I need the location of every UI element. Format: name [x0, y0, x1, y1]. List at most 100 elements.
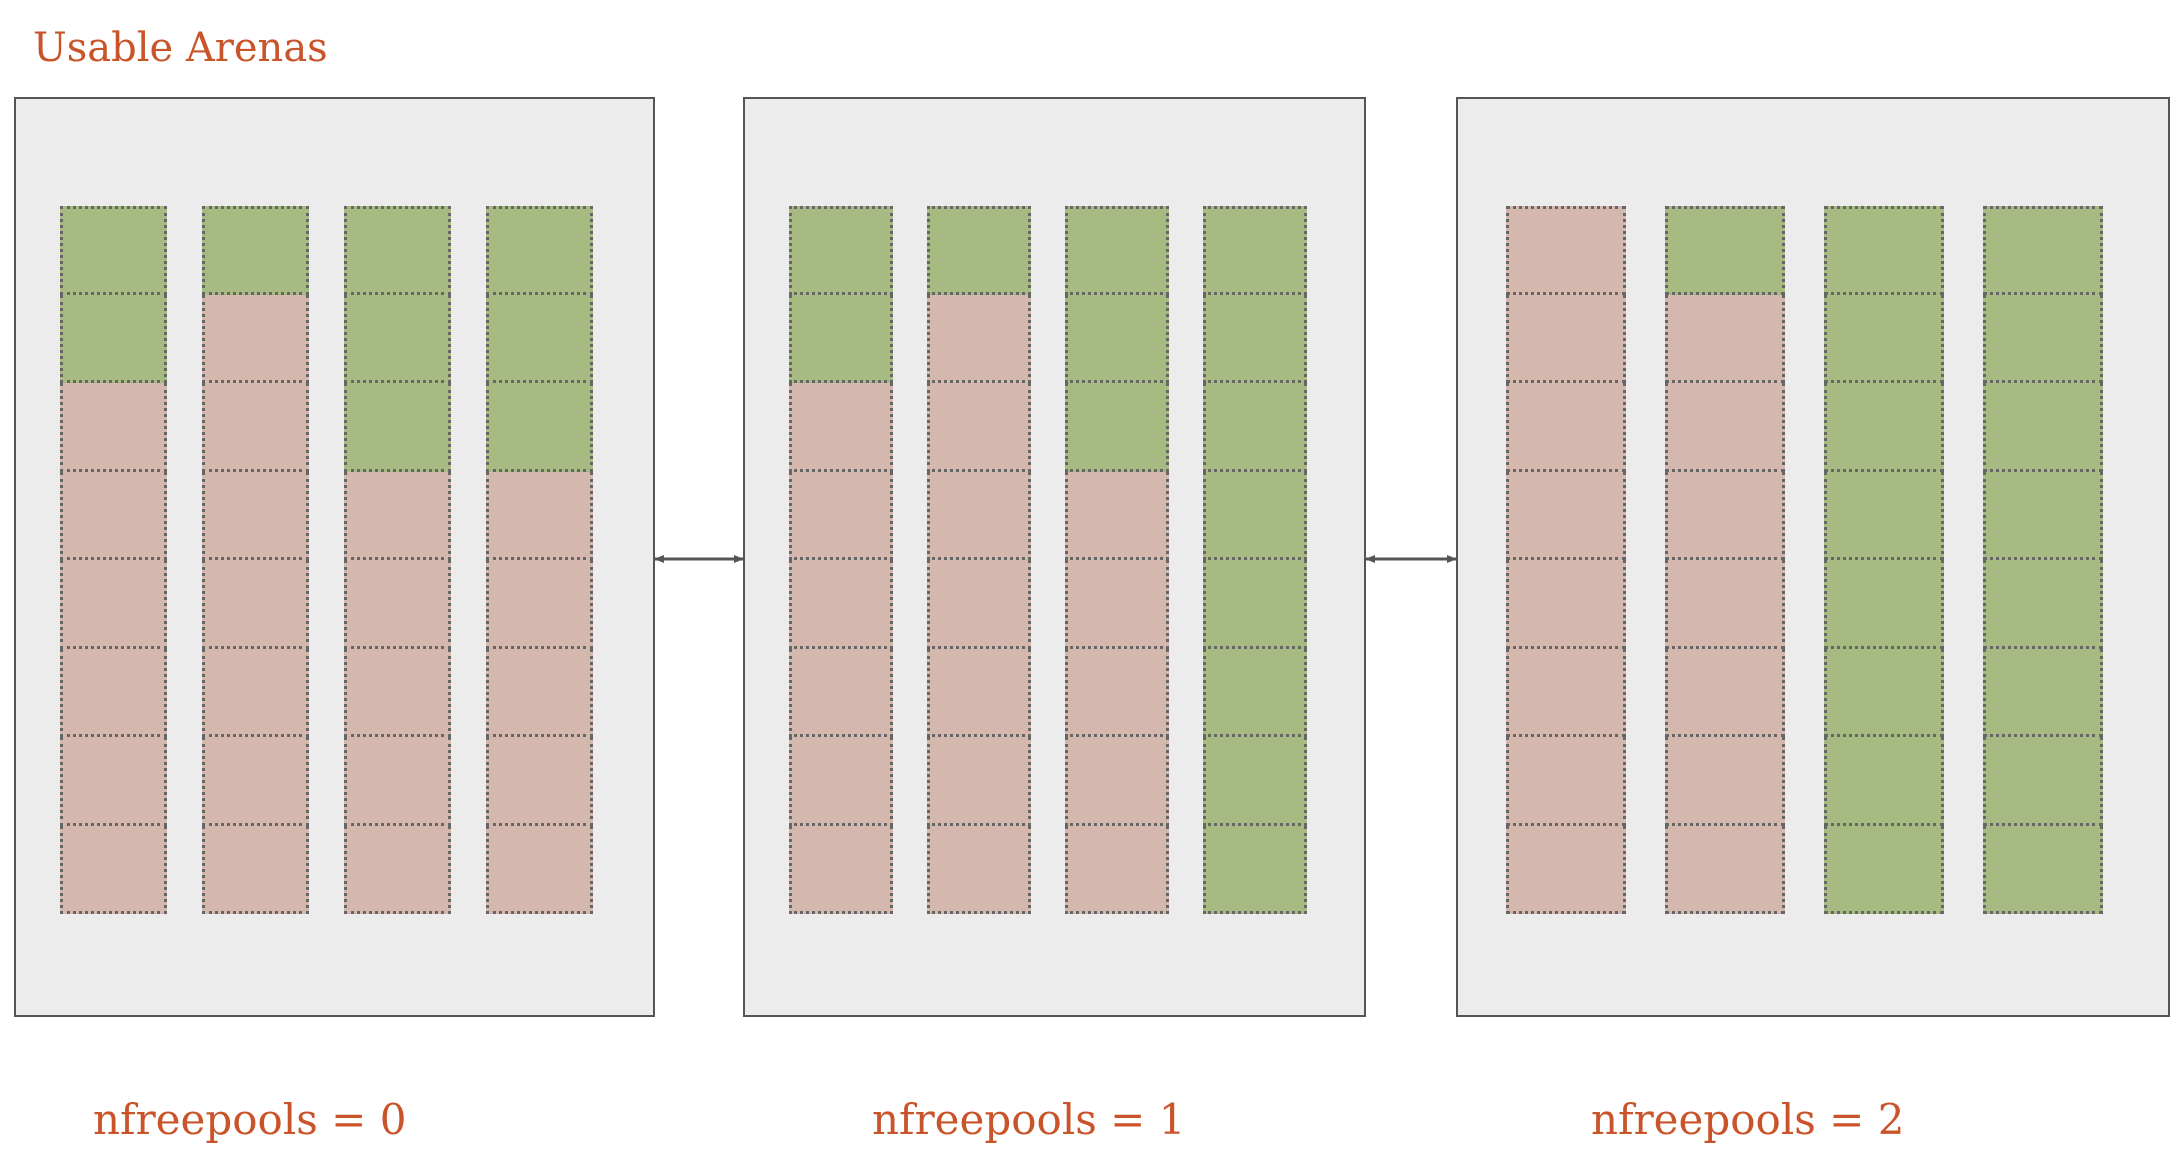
free-block: [202, 206, 309, 295]
used-block: [60, 471, 167, 560]
used-block: [1665, 825, 1785, 914]
pool-column: [60, 206, 167, 914]
free-block: [1983, 206, 2103, 295]
free-block: [1983, 383, 2103, 472]
free-block: [1824, 825, 1944, 914]
used-block: [1506, 471, 1626, 560]
arena-caption: nfreepools = 0: [93, 1095, 407, 1144]
pool-column: [1506, 206, 1626, 914]
used-block: [344, 560, 451, 649]
used-block: [789, 383, 893, 472]
free-block: [1983, 825, 2103, 914]
free-block: [1203, 471, 1307, 560]
free-block: [1203, 737, 1307, 826]
pool-column: [1203, 206, 1307, 914]
free-block: [1665, 206, 1785, 295]
pool-column: [1665, 206, 1785, 914]
used-block: [927, 825, 1031, 914]
free-block: [1983, 471, 2103, 560]
free-block: [344, 206, 451, 295]
free-block: [1824, 383, 1944, 472]
used-block: [1665, 471, 1785, 560]
used-block: [202, 294, 309, 383]
free-block: [60, 206, 167, 295]
pool-column: [486, 206, 593, 914]
used-block: [1665, 383, 1785, 472]
free-block: [1824, 737, 1944, 826]
used-block: [927, 560, 1031, 649]
free-block: [486, 294, 593, 383]
used-block: [202, 383, 309, 472]
free-block: [344, 383, 451, 472]
used-block: [202, 648, 309, 737]
used-block: [1506, 737, 1626, 826]
used-block: [927, 294, 1031, 383]
used-block: [1665, 737, 1785, 826]
used-block: [1506, 825, 1626, 914]
used-block: [344, 825, 451, 914]
free-block: [789, 206, 893, 295]
used-block: [1065, 471, 1169, 560]
free-block: [1983, 648, 2103, 737]
used-block: [927, 737, 1031, 826]
used-block: [344, 648, 451, 737]
used-block: [1065, 737, 1169, 826]
used-block: [486, 825, 593, 914]
free-block: [1983, 560, 2103, 649]
used-block: [1665, 560, 1785, 649]
used-block: [202, 560, 309, 649]
pool-column: [1983, 206, 2103, 914]
used-block: [1506, 294, 1626, 383]
used-block: [1506, 560, 1626, 649]
free-block: [1824, 294, 1944, 383]
free-block: [1203, 206, 1307, 295]
used-block: [927, 383, 1031, 472]
used-block: [344, 471, 451, 560]
used-block: [789, 737, 893, 826]
used-block: [1506, 648, 1626, 737]
free-block: [1065, 294, 1169, 383]
used-block: [789, 825, 893, 914]
used-block: [60, 560, 167, 649]
used-block: [202, 737, 309, 826]
pool-column: [1824, 206, 1944, 914]
free-block: [344, 294, 451, 383]
free-block: [60, 294, 167, 383]
used-block: [927, 471, 1031, 560]
free-block: [486, 206, 593, 295]
free-block: [1983, 737, 2103, 826]
used-block: [1506, 206, 1626, 295]
used-block: [202, 471, 309, 560]
arena-box: [743, 97, 1366, 1017]
used-block: [60, 648, 167, 737]
arena-caption: nfreepools = 1: [872, 1095, 1186, 1144]
used-block: [486, 648, 593, 737]
used-block: [486, 471, 593, 560]
diagram-title: Usable Arenas: [33, 25, 328, 71]
used-block: [789, 471, 893, 560]
free-block: [1824, 560, 1944, 649]
used-block: [927, 648, 1031, 737]
free-block: [1203, 294, 1307, 383]
used-block: [202, 825, 309, 914]
free-block: [1203, 383, 1307, 472]
free-block: [1065, 383, 1169, 472]
used-block: [1665, 648, 1785, 737]
free-block: [1203, 825, 1307, 914]
pool-column: [202, 206, 309, 914]
free-block: [1065, 206, 1169, 295]
free-block: [1203, 648, 1307, 737]
free-block: [789, 294, 893, 383]
used-block: [486, 737, 593, 826]
used-block: [1665, 294, 1785, 383]
arena-box: [1456, 97, 2170, 1017]
used-block: [789, 560, 893, 649]
used-block: [344, 737, 451, 826]
arena-caption: nfreepools = 2: [1591, 1095, 1905, 1144]
used-block: [1065, 825, 1169, 914]
free-block: [1203, 560, 1307, 649]
free-block: [1824, 471, 1944, 560]
free-block: [486, 383, 593, 472]
used-block: [60, 825, 167, 914]
arena-box: [14, 97, 655, 1017]
